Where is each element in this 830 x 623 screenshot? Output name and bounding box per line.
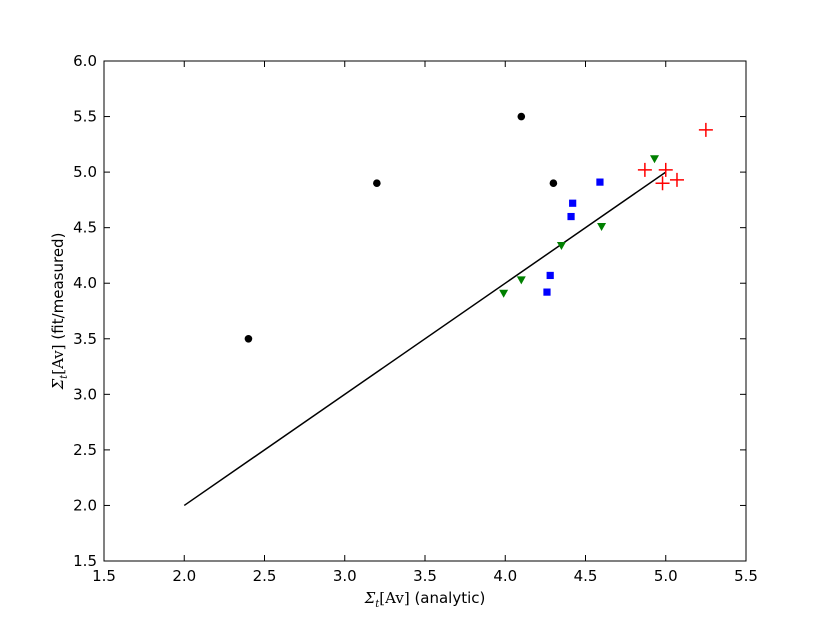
plot-frame [103, 60, 747, 562]
data-point-circle [244, 334, 253, 343]
data-point-square [543, 288, 551, 296]
data-point-square [546, 271, 554, 280]
axis-ticks: 1.5 2.0 2.5 3.0 3.5 4.0 4.5 5.0 5.5 1.5 2.0 2.5 3.0 3… [73, 52, 758, 585]
data-point-triangle-down [556, 241, 566, 250]
y-tick-label: 1.5 [73, 552, 97, 570]
y-tick-label: 6.0 [73, 52, 97, 70]
x-tick-label: 2.0 [172, 567, 196, 585]
x-tick-label: 5.5 [734, 567, 758, 585]
plot-content [183, 112, 713, 507]
data-point-plus [669, 172, 684, 187]
x-tick-label: 3.0 [333, 567, 357, 585]
data-point-circle [517, 112, 526, 121]
data-point-triangle-down [516, 276, 526, 285]
y-tick-label: 3.5 [73, 330, 97, 348]
data-point-square [596, 178, 604, 186]
data-point-square [569, 199, 577, 207]
y-tick-label: 4.5 [73, 219, 97, 237]
x-tick-label: 4.5 [574, 567, 598, 585]
x-tick-label: 3.5 [413, 567, 437, 585]
y-tick-label: 5.0 [73, 163, 97, 181]
y-tick-label: 2.5 [73, 441, 97, 459]
x-axis-label: Σt[Av] (analytic) [364, 589, 486, 610]
y-tick-label: 3.0 [73, 385, 97, 403]
reference-line [183, 171, 667, 507]
x-tick-label: 4.0 [493, 567, 517, 585]
data-point-triangle-down [499, 289, 509, 298]
x-tick-label: 2.5 [253, 567, 277, 585]
data-point-plus [698, 122, 713, 137]
y-tick-label: 2.0 [73, 496, 97, 514]
data-point-triangle-down [650, 155, 660, 164]
data-point-circle [549, 179, 558, 188]
y-axis-label: Σt[Av] (fit/measured) [49, 233, 70, 391]
data-point-triangle-down [597, 223, 607, 232]
data-point-plus [658, 162, 673, 177]
y-tick-label: 5.5 [73, 108, 97, 126]
y-tick-label: 4.0 [73, 274, 97, 292]
data-point-plus [637, 162, 652, 177]
data-point-plus [655, 176, 670, 191]
data-point-square [567, 212, 575, 221]
x-tick-label: 1.5 [92, 567, 116, 585]
data-point-circle [373, 179, 381, 188]
x-tick-label: 5.0 [654, 567, 678, 585]
